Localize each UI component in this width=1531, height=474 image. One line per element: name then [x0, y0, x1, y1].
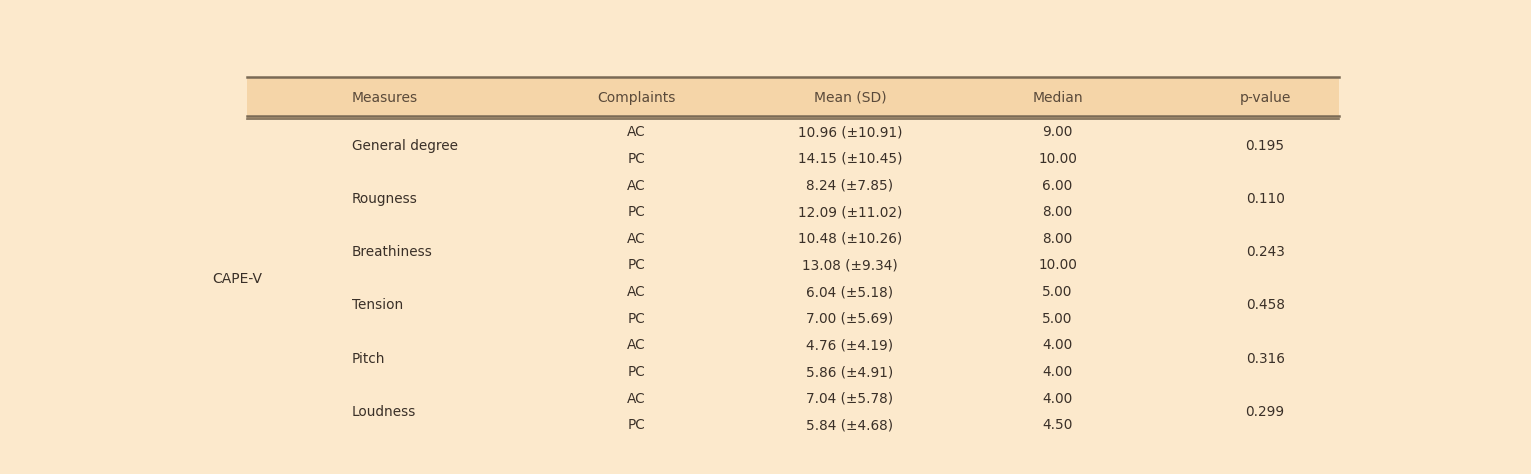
Text: 10.00: 10.00 — [1038, 258, 1076, 273]
Text: 6.00: 6.00 — [1043, 179, 1073, 192]
Text: 13.08 (±9.34): 13.08 (±9.34) — [802, 258, 897, 273]
Text: AC: AC — [628, 232, 646, 246]
Text: 8.24 (±7.85): 8.24 (±7.85) — [807, 179, 894, 192]
Text: AC: AC — [628, 392, 646, 406]
FancyBboxPatch shape — [246, 77, 1338, 119]
Text: PC: PC — [628, 258, 645, 273]
Text: 0.316: 0.316 — [1246, 352, 1285, 366]
Text: 5.84 (±4.68): 5.84 (±4.68) — [807, 419, 894, 432]
Text: Pitch: Pitch — [352, 352, 386, 366]
Text: 14.15 (±10.45): 14.15 (±10.45) — [798, 152, 902, 166]
Text: 8.00: 8.00 — [1043, 205, 1073, 219]
Text: 4.76 (±4.19): 4.76 (±4.19) — [807, 338, 894, 352]
Text: PC: PC — [628, 419, 645, 432]
Text: 0.195: 0.195 — [1246, 138, 1285, 153]
Text: 9.00: 9.00 — [1043, 125, 1073, 139]
Text: 0.243: 0.243 — [1246, 245, 1285, 259]
Text: AC: AC — [628, 338, 646, 352]
Text: PC: PC — [628, 152, 645, 166]
Text: PC: PC — [628, 312, 645, 326]
Text: 4.50: 4.50 — [1043, 419, 1073, 432]
Text: 7.04 (±5.78): 7.04 (±5.78) — [807, 392, 894, 406]
Text: AC: AC — [628, 179, 646, 192]
Text: 10.96 (±10.91): 10.96 (±10.91) — [798, 125, 902, 139]
Text: PC: PC — [628, 205, 645, 219]
Text: 10.48 (±10.26): 10.48 (±10.26) — [798, 232, 902, 246]
Text: 0.458: 0.458 — [1246, 299, 1285, 312]
Text: Median: Median — [1032, 91, 1082, 105]
Text: Loudness: Loudness — [352, 405, 416, 419]
Text: 10.00: 10.00 — [1038, 152, 1076, 166]
Text: CAPE-V: CAPE-V — [213, 272, 263, 286]
Text: Mean (SD): Mean (SD) — [813, 91, 886, 105]
Text: 0.299: 0.299 — [1246, 405, 1285, 419]
Text: 12.09 (±11.02): 12.09 (±11.02) — [798, 205, 902, 219]
Text: Tension: Tension — [352, 299, 403, 312]
Text: PC: PC — [628, 365, 645, 379]
Text: 4.00: 4.00 — [1043, 392, 1073, 406]
Text: AC: AC — [628, 285, 646, 299]
Text: General degree: General degree — [352, 138, 458, 153]
Text: AC: AC — [628, 125, 646, 139]
Text: 4.00: 4.00 — [1043, 365, 1073, 379]
Text: 6.04 (±5.18): 6.04 (±5.18) — [807, 285, 894, 299]
Text: Measures: Measures — [352, 91, 418, 105]
Text: 7.00 (±5.69): 7.00 (±5.69) — [807, 312, 894, 326]
Text: p-value: p-value — [1240, 91, 1291, 105]
Text: Rougness: Rougness — [352, 192, 418, 206]
Text: 8.00: 8.00 — [1043, 232, 1073, 246]
Text: Complaints: Complaints — [597, 91, 675, 105]
Text: 5.00: 5.00 — [1043, 285, 1073, 299]
Text: 0.110: 0.110 — [1246, 192, 1285, 206]
Text: 5.86 (±4.91): 5.86 (±4.91) — [807, 365, 894, 379]
Text: Breathiness: Breathiness — [352, 245, 432, 259]
Text: 4.00: 4.00 — [1043, 338, 1073, 352]
Text: 5.00: 5.00 — [1043, 312, 1073, 326]
